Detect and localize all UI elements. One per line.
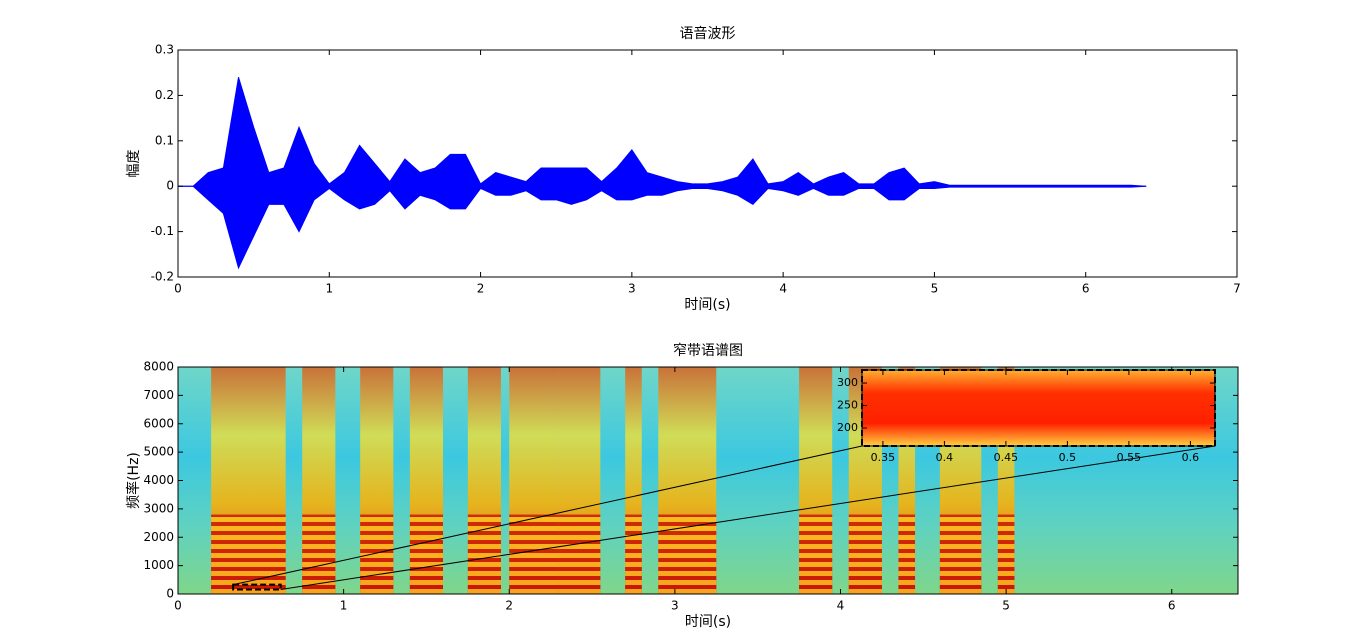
y-tick-label: 6000	[143, 416, 174, 430]
x-tick-label: 6	[1082, 282, 1090, 296]
x-tick-label: 0	[174, 599, 182, 613]
zoom-box	[232, 583, 282, 591]
x-tick-label: 0.4	[936, 451, 954, 464]
axes-frame	[177, 49, 1238, 278]
y-axis-label: 幅度	[126, 150, 142, 178]
x-tick-label: 2	[477, 282, 485, 296]
y-tick-label: 0.2	[155, 88, 174, 102]
harmonics	[467, 514, 501, 594]
y-tick-label: -0.2	[151, 270, 174, 284]
y-tick-label: 2000	[143, 530, 174, 544]
harmonics	[625, 514, 642, 594]
x-tick-label: 1	[325, 282, 333, 296]
y-tick-label: -0.1	[151, 224, 174, 238]
y-tick-label: 5000	[143, 445, 174, 459]
harmonics	[211, 514, 286, 594]
x-tick-label: 0.6	[1182, 451, 1200, 464]
y-tick-label: 0	[166, 587, 174, 601]
y-tick-label: 300	[837, 376, 858, 389]
harmonics	[997, 514, 1015, 594]
x-tick-label: 1	[340, 599, 348, 613]
x-tick-label: 2	[505, 599, 513, 613]
x-tick-label: 4	[837, 599, 845, 613]
harmonics	[658, 514, 717, 594]
inset-image	[862, 370, 1215, 446]
x-tick-label: 0.35	[871, 451, 896, 464]
x-tick-label: 0.55	[1117, 451, 1142, 464]
inset-frame	[861, 369, 1216, 447]
x-axis-label: 时间(s)	[685, 614, 731, 630]
x-axis-label: 时间(s)	[684, 297, 730, 313]
y-tick-label: 7000	[143, 388, 174, 402]
x-tick-label: 4	[779, 282, 787, 296]
harmonics	[799, 514, 833, 594]
harmonics	[558, 514, 601, 594]
x-tick-label: 0.5	[1059, 451, 1077, 464]
harmonics	[509, 514, 559, 594]
y-tick-label: 0	[166, 179, 174, 193]
x-tick-label: 6	[1168, 599, 1176, 613]
y-tick-label: 0.3	[155, 43, 174, 57]
harmonics	[302, 514, 336, 594]
harmonics	[360, 514, 394, 594]
harmonics	[409, 514, 443, 594]
chart-title: 窄带语谱图	[673, 342, 743, 359]
y-tick-label: 8000	[143, 360, 174, 374]
x-tick-label: 0.45	[994, 451, 1019, 464]
waveform-area	[178, 77, 1147, 187]
x-tick-label: 5	[931, 282, 939, 296]
chart-title: 语音波形	[680, 25, 736, 42]
y-tick-label: 200	[837, 421, 858, 434]
y-tick-label: 4000	[143, 473, 174, 487]
zoom-connector	[233, 445, 863, 586]
x-tick-label: 3	[628, 282, 636, 296]
x-tick-label: 7	[1233, 282, 1241, 296]
y-tick-label: 1000	[143, 558, 174, 572]
y-tick-label: 0.1	[155, 133, 174, 147]
y-axis-label: 频率(Hz)	[125, 452, 142, 509]
x-tick-label: 0	[174, 282, 182, 296]
harmonics	[898, 514, 916, 594]
y-tick-label: 3000	[143, 501, 174, 515]
x-tick-label: 5	[1002, 599, 1010, 613]
harmonics	[939, 514, 982, 594]
waveform-area	[178, 185, 1147, 270]
y-tick-label: 250	[837, 399, 858, 412]
harmonics	[848, 514, 882, 594]
x-tick-label: 3	[671, 599, 679, 613]
zoom-connector	[280, 445, 1216, 590]
